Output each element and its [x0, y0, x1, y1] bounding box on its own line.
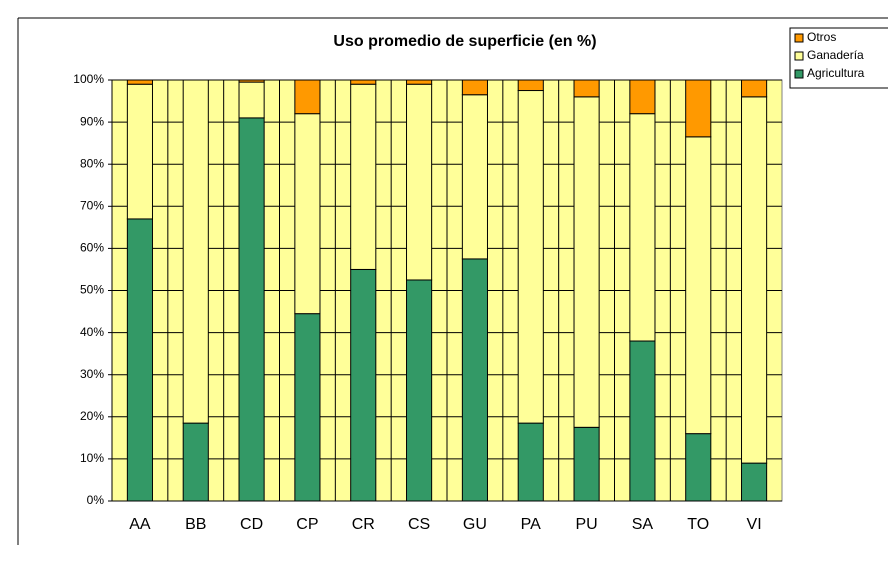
bar-segment — [406, 279, 433, 502]
y-tick-label: 40% — [80, 325, 104, 339]
x-tick-label: BB — [185, 516, 206, 533]
bar-segment — [461, 258, 488, 502]
bar-segment — [685, 79, 712, 138]
bar-segment — [238, 79, 265, 83]
bar-segment — [629, 340, 656, 502]
y-tick-label: 90% — [80, 114, 104, 128]
y-tick-label: 80% — [80, 156, 104, 170]
chart-title: Uso promedio de superficie (en %) — [333, 33, 596, 50]
bar-segment — [685, 433, 712, 502]
bar-segment — [741, 462, 768, 502]
bar-segment — [741, 96, 768, 464]
x-tick-label: TO — [687, 516, 709, 533]
legend-swatch — [794, 33, 804, 43]
x-tick-label: PU — [575, 516, 597, 533]
legend-swatch — [794, 51, 804, 61]
bar-segment — [182, 79, 209, 424]
y-tick-label: 20% — [80, 409, 104, 423]
x-tick-label: CR — [352, 516, 375, 533]
bar-segment — [126, 218, 153, 502]
bar-segment — [406, 79, 433, 85]
x-tick-label: AA — [129, 516, 151, 533]
bar-segment — [294, 113, 321, 315]
y-tick-label: 70% — [80, 198, 104, 212]
bar-segment — [126, 83, 153, 220]
bar-segment — [238, 117, 265, 502]
y-tick-label: 50% — [80, 283, 104, 297]
bar-segment — [741, 79, 768, 98]
y-tick-label: 0% — [87, 493, 105, 507]
x-tick-label: CD — [240, 516, 263, 533]
x-tick-label: VI — [747, 516, 762, 533]
x-tick-label: SA — [632, 516, 654, 533]
y-tick-label: 10% — [80, 451, 104, 465]
bar-segment — [461, 79, 488, 96]
bar-segment — [238, 81, 265, 119]
bar-segment — [573, 79, 600, 98]
bar-segment — [294, 313, 321, 502]
y-tick-label: 100% — [73, 72, 104, 86]
legend-label: Otros — [807, 30, 836, 44]
bar-segment — [461, 94, 488, 260]
bar-segment — [629, 79, 656, 115]
legend-box — [789, 27, 888, 89]
bar-segment — [350, 79, 377, 85]
y-tick-label: 30% — [80, 367, 104, 381]
bar-segment — [350, 83, 377, 270]
legend-label: Ganadería — [807, 48, 864, 62]
bar-segment — [573, 426, 600, 502]
legend-swatch — [794, 69, 804, 79]
x-tick-label: CS — [408, 516, 430, 533]
bar-segment — [517, 90, 544, 424]
legend-label: Agricultura — [807, 66, 865, 80]
bar-segment — [182, 422, 209, 502]
x-tick-label: CP — [296, 516, 318, 533]
bar-segment — [126, 79, 153, 85]
bar-segment — [685, 136, 712, 435]
bar-segment — [406, 83, 433, 281]
x-tick-label: PA — [521, 516, 541, 533]
x-tick-label: GU — [463, 516, 487, 533]
legend: Otros Ganadería Agricultura — [789, 27, 888, 89]
bar-segment — [573, 96, 600, 428]
bar-segment — [629, 113, 656, 342]
y-tick-label: 60% — [80, 241, 104, 255]
bar-segment — [294, 79, 321, 115]
bar-segment — [517, 79, 544, 92]
bar-segment — [517, 422, 544, 502]
bar-segment — [350, 268, 377, 502]
